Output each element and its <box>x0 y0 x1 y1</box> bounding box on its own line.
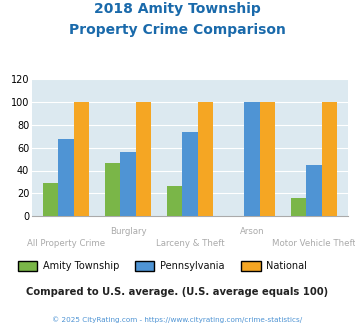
Bar <box>136 102 151 216</box>
Text: Property Crime Comparison: Property Crime Comparison <box>69 23 286 37</box>
Bar <box>322 102 337 216</box>
Text: All Property Crime: All Property Crime <box>27 239 105 248</box>
Bar <box>58 139 74 216</box>
Bar <box>198 102 213 216</box>
Bar <box>182 132 198 216</box>
Text: Burglary: Burglary <box>110 227 146 236</box>
Bar <box>244 102 260 216</box>
Bar <box>105 162 120 216</box>
Bar <box>120 152 136 216</box>
Bar <box>74 102 89 216</box>
Text: Arson: Arson <box>240 227 264 236</box>
Text: Pennsylvania: Pennsylvania <box>160 261 224 271</box>
Text: Compared to U.S. average. (U.S. average equals 100): Compared to U.S. average. (U.S. average … <box>26 287 329 297</box>
Text: Larceny & Theft: Larceny & Theft <box>155 239 224 248</box>
Text: National: National <box>266 261 307 271</box>
Text: Motor Vehicle Theft: Motor Vehicle Theft <box>272 239 355 248</box>
Bar <box>260 102 275 216</box>
Text: Amity Township: Amity Township <box>43 261 119 271</box>
Text: 2018 Amity Township: 2018 Amity Township <box>94 2 261 16</box>
Text: © 2025 CityRating.com - https://www.cityrating.com/crime-statistics/: © 2025 CityRating.com - https://www.city… <box>53 316 302 323</box>
Bar <box>167 186 182 216</box>
Bar <box>306 165 322 216</box>
Bar <box>291 198 306 216</box>
Bar <box>43 183 58 216</box>
